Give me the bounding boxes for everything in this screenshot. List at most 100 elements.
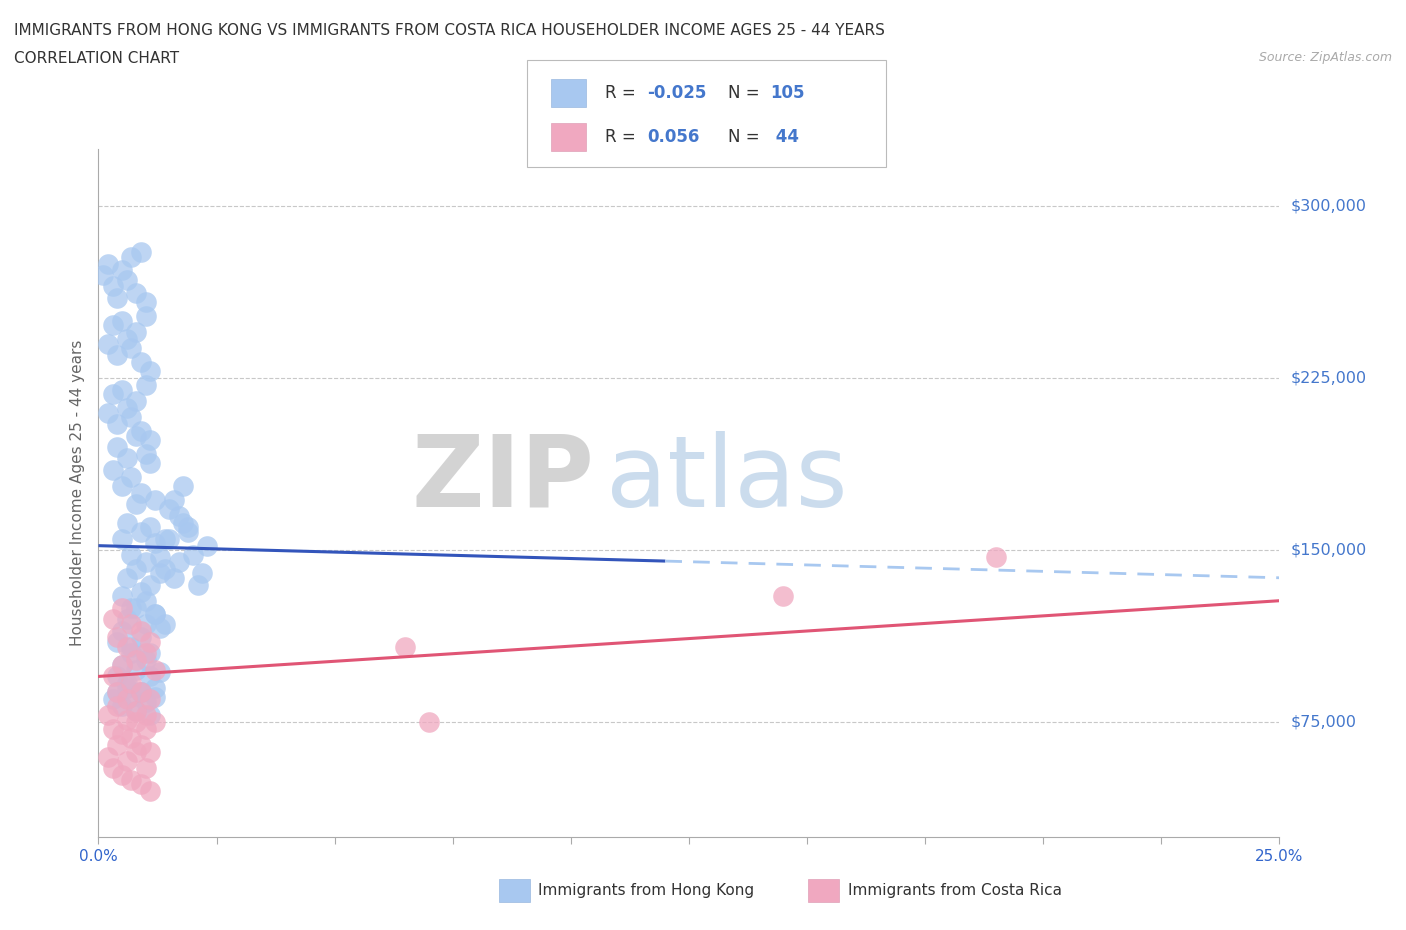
Point bbox=[129, 423, 152, 438]
Point bbox=[129, 630, 152, 644]
Point bbox=[111, 263, 134, 278]
Point bbox=[153, 617, 176, 631]
Point bbox=[121, 249, 143, 264]
Point bbox=[125, 715, 148, 730]
Point bbox=[139, 708, 162, 723]
Point bbox=[163, 570, 186, 585]
Point bbox=[135, 653, 157, 668]
Point bbox=[125, 745, 148, 760]
Point bbox=[111, 313, 134, 328]
Point bbox=[139, 456, 162, 471]
Point bbox=[129, 777, 152, 791]
Point bbox=[195, 538, 218, 553]
Point bbox=[105, 685, 128, 700]
Point bbox=[135, 295, 157, 310]
Point bbox=[187, 578, 209, 592]
Point bbox=[101, 692, 124, 707]
Point bbox=[101, 669, 124, 684]
Point bbox=[115, 612, 138, 627]
Point bbox=[143, 715, 166, 730]
Point bbox=[149, 565, 172, 580]
Point bbox=[111, 658, 134, 672]
Point bbox=[129, 685, 152, 700]
Point bbox=[772, 589, 794, 604]
Point bbox=[163, 492, 186, 507]
Text: R =: R = bbox=[605, 84, 641, 101]
Point bbox=[105, 630, 128, 644]
Point bbox=[139, 646, 162, 661]
Point bbox=[129, 485, 152, 500]
Point bbox=[115, 332, 138, 347]
Point bbox=[135, 761, 157, 776]
Point bbox=[105, 417, 128, 432]
Text: 0.056: 0.056 bbox=[647, 127, 699, 146]
Point bbox=[111, 600, 134, 615]
Point bbox=[139, 520, 162, 535]
Point bbox=[91, 268, 114, 283]
Point bbox=[115, 451, 138, 466]
Point bbox=[984, 550, 1007, 565]
Point bbox=[115, 401, 138, 416]
Point bbox=[125, 393, 148, 408]
Text: 44: 44 bbox=[770, 127, 800, 146]
Point bbox=[121, 690, 143, 705]
Point bbox=[101, 761, 124, 776]
Point bbox=[97, 750, 120, 764]
Point bbox=[129, 685, 152, 700]
Point bbox=[139, 578, 162, 592]
Text: R =: R = bbox=[605, 127, 641, 146]
Point bbox=[111, 658, 134, 672]
Point bbox=[129, 623, 152, 638]
Point bbox=[139, 784, 162, 799]
Point bbox=[105, 290, 128, 305]
Point bbox=[129, 245, 152, 259]
Point bbox=[129, 737, 152, 752]
Point bbox=[143, 690, 166, 705]
Point bbox=[101, 722, 124, 737]
Text: N =: N = bbox=[728, 84, 765, 101]
Point bbox=[115, 712, 138, 727]
Point bbox=[115, 272, 138, 287]
Point bbox=[135, 446, 157, 461]
Point bbox=[149, 664, 172, 679]
Point bbox=[97, 708, 120, 723]
Text: Source: ZipAtlas.com: Source: ZipAtlas.com bbox=[1258, 51, 1392, 64]
Point bbox=[139, 745, 162, 760]
Point bbox=[135, 309, 157, 324]
Point bbox=[143, 492, 166, 507]
Point bbox=[139, 634, 162, 649]
Point bbox=[125, 600, 148, 615]
Point bbox=[111, 623, 134, 638]
Text: $225,000: $225,000 bbox=[1291, 371, 1367, 386]
Point bbox=[115, 676, 138, 691]
Point bbox=[125, 286, 148, 300]
Point bbox=[111, 767, 134, 782]
Text: IMMIGRANTS FROM HONG KONG VS IMMIGRANTS FROM COSTA RICA HOUSEHOLDER INCOME AGES : IMMIGRANTS FROM HONG KONG VS IMMIGRANTS … bbox=[14, 23, 884, 38]
Point bbox=[105, 348, 128, 363]
Point bbox=[111, 479, 134, 494]
Point bbox=[121, 341, 143, 356]
Point bbox=[111, 726, 134, 741]
Point bbox=[139, 364, 162, 379]
Point bbox=[97, 405, 120, 420]
Text: $150,000: $150,000 bbox=[1291, 543, 1367, 558]
Point bbox=[121, 410, 143, 425]
Point bbox=[191, 565, 214, 580]
Text: CORRELATION CHART: CORRELATION CHART bbox=[14, 51, 179, 66]
Text: -0.025: -0.025 bbox=[647, 84, 706, 101]
Point bbox=[135, 722, 157, 737]
Point bbox=[149, 621, 172, 636]
Point bbox=[111, 589, 134, 604]
Point bbox=[157, 501, 180, 516]
Point bbox=[135, 617, 157, 631]
Point bbox=[115, 515, 138, 530]
Point bbox=[111, 698, 134, 713]
Text: N =: N = bbox=[728, 127, 765, 146]
Text: $75,000: $75,000 bbox=[1291, 715, 1357, 730]
Point bbox=[101, 318, 124, 333]
Point bbox=[125, 653, 148, 668]
Point bbox=[121, 639, 143, 654]
Point bbox=[125, 703, 148, 718]
Point bbox=[125, 662, 148, 677]
Point bbox=[143, 607, 166, 622]
